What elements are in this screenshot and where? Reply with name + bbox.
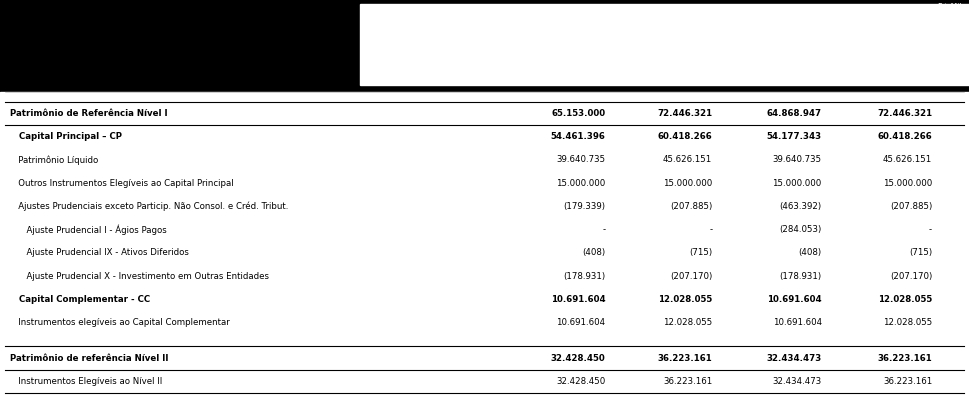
Bar	[0, 0, 969, 92]
Text: (179.339): (179.339)	[564, 202, 606, 211]
Text: (463.392): (463.392)	[780, 202, 822, 211]
Text: (178.931): (178.931)	[564, 272, 606, 281]
Text: Ajustes Prudenciais exceto Particip. Não Consol. e Créd. Tribut.: Ajustes Prudenciais exceto Particip. Não…	[10, 201, 288, 211]
Text: (207.170): (207.170)	[890, 272, 932, 281]
Text: 32.434.473: 32.434.473	[766, 354, 822, 363]
Text: (207.170): (207.170)	[670, 272, 712, 281]
Text: Outros Instrumentos Elegíveis ao Capital Principal: Outros Instrumentos Elegíveis ao Capital…	[10, 179, 234, 188]
Text: -: -	[709, 225, 712, 234]
Text: Instrumentos elegíveis ao Capital Complementar: Instrumentos elegíveis ao Capital Comple…	[10, 318, 230, 327]
Text: 10.691.604: 10.691.604	[767, 295, 822, 304]
Text: 12.028.055: 12.028.055	[658, 295, 712, 304]
Text: 36.223.161: 36.223.161	[877, 354, 932, 363]
Text: 64.868.947: 64.868.947	[766, 109, 822, 118]
Text: 15.000.000: 15.000.000	[772, 179, 822, 188]
Text: 12.028.055: 12.028.055	[878, 295, 932, 304]
Text: Ajuste Prudencial IX - Ativos Diferidos: Ajuste Prudencial IX - Ativos Diferidos	[10, 248, 189, 258]
Text: 54.461.396: 54.461.396	[550, 132, 606, 141]
Text: -: -	[929, 225, 932, 234]
Text: Instrumentos Elegíveis ao Nível II: Instrumentos Elegíveis ao Nível II	[10, 377, 162, 386]
Text: -: -	[603, 225, 606, 234]
Text: 72.446.321: 72.446.321	[877, 109, 932, 118]
Text: Ajuste Prudencial X - Investimento em Outras Entidades: Ajuste Prudencial X - Investimento em Ou…	[10, 272, 268, 281]
Text: 15.000.000: 15.000.000	[663, 179, 712, 188]
Text: (207.885): (207.885)	[670, 202, 712, 211]
Text: (178.931): (178.931)	[780, 272, 822, 281]
Text: Ajuste Prudencial I - Ágios Pagos: Ajuste Prudencial I - Ágios Pagos	[10, 224, 167, 235]
Text: 54.177.343: 54.177.343	[766, 132, 822, 141]
Text: 10.691.604: 10.691.604	[551, 295, 606, 304]
Text: Capital Principal – CP: Capital Principal – CP	[10, 132, 122, 141]
Text: 45.626.151: 45.626.151	[883, 155, 932, 164]
Text: Patrimônio de referência Nível II: Patrimônio de referência Nível II	[10, 354, 169, 363]
Text: 15.000.000: 15.000.000	[883, 179, 932, 188]
Text: 12.028.055: 12.028.055	[663, 318, 712, 327]
Text: Patrimônio de Referência Nível I: Patrimônio de Referência Nível I	[10, 109, 168, 118]
Bar	[0, 92, 969, 395]
Text: R$ Mil: R$ Mil	[938, 2, 962, 11]
Text: 39.640.735: 39.640.735	[772, 155, 822, 164]
Text: (408): (408)	[582, 248, 606, 258]
Text: 65.153.000: 65.153.000	[551, 109, 606, 118]
Text: 10.691.604: 10.691.604	[772, 318, 822, 327]
Text: 72.446.321: 72.446.321	[657, 109, 712, 118]
Text: 36.223.161: 36.223.161	[883, 377, 932, 386]
Text: 36.223.161: 36.223.161	[657, 354, 712, 363]
Text: 60.418.266: 60.418.266	[877, 132, 932, 141]
Text: (207.885): (207.885)	[890, 202, 932, 211]
Text: (715): (715)	[909, 248, 932, 258]
Text: (284.053): (284.053)	[779, 225, 822, 234]
Text: 12.028.055: 12.028.055	[883, 318, 932, 327]
Text: 32.428.450: 32.428.450	[550, 354, 606, 363]
Text: Patrimônio Líquido: Patrimônio Líquido	[10, 155, 98, 165]
Text: 45.626.151: 45.626.151	[663, 155, 712, 164]
Text: 32.428.450: 32.428.450	[556, 377, 606, 386]
Text: 36.223.161: 36.223.161	[663, 377, 712, 386]
Text: 32.434.473: 32.434.473	[772, 377, 822, 386]
Text: Capital Complementar - CC: Capital Complementar - CC	[10, 295, 150, 304]
Text: 15.000.000: 15.000.000	[556, 179, 606, 188]
Text: 10.691.604: 10.691.604	[556, 318, 606, 327]
Bar	[360, 4, 969, 85]
Text: (715): (715)	[689, 248, 712, 258]
Text: 60.418.266: 60.418.266	[657, 132, 712, 141]
Text: 39.640.735: 39.640.735	[556, 155, 606, 164]
Text: (408): (408)	[798, 248, 822, 258]
